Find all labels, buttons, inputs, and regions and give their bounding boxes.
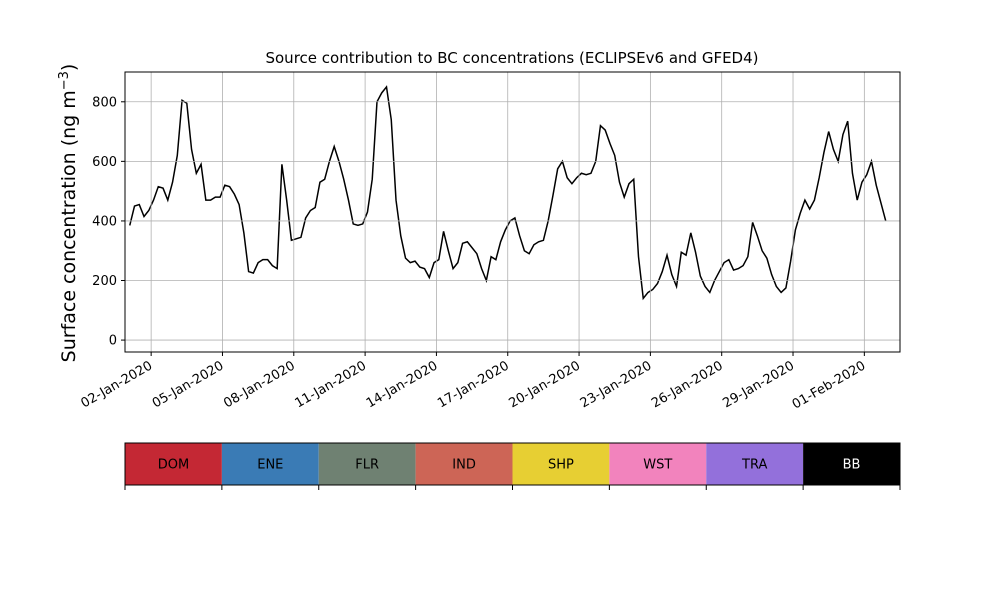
axes-frame <box>124 71 901 353</box>
chart-title: Source contribution to BC concentrations… <box>265 49 758 67</box>
grid-layer <box>125 72 900 352</box>
legend-label-ene: ENE <box>257 458 283 473</box>
y-axis-label-exponent: −3 <box>57 71 72 90</box>
legend-swatch-shp <box>512 443 610 485</box>
legend-label-flr: FLR <box>355 458 379 473</box>
legend-swatch-flr <box>318 443 416 485</box>
plot-background <box>125 72 900 352</box>
y-axis-label: Surface concentration (ng m−3) <box>57 64 81 363</box>
y-tick-label-0: 0 <box>109 334 117 349</box>
legend-label-dom: DOM <box>158 458 189 473</box>
y-tick-label-2: 400 <box>92 214 117 229</box>
y-axis-label-main: Surface concentration (ng m <box>58 90 80 362</box>
legend-swatch-bb <box>803 443 900 485</box>
y-tick-label-1: 200 <box>92 274 117 289</box>
legend-swatch-tra <box>706 443 804 485</box>
legend-swatch-dom <box>125 443 222 485</box>
legend-label-wst: WST <box>643 458 672 473</box>
legend-swatch-wst <box>609 443 707 485</box>
legend-label-bb: BB <box>843 458 861 473</box>
legend-label-ind: IND <box>452 458 476 473</box>
y-tick-label-4: 800 <box>92 95 117 110</box>
legend-label-tra: TRA <box>741 458 767 473</box>
legend-label-shp: SHP <box>548 458 574 473</box>
y-axis-label-close: ) <box>58 64 80 71</box>
plot-area <box>125 72 900 352</box>
legend-colorbar: DOM ENE FLR IND SHP WST TRA BB <box>124 442 901 490</box>
legend-swatch-ind <box>415 443 513 485</box>
legend-swatch-ene <box>221 443 319 485</box>
y-tick-label-3: 600 <box>92 155 117 170</box>
